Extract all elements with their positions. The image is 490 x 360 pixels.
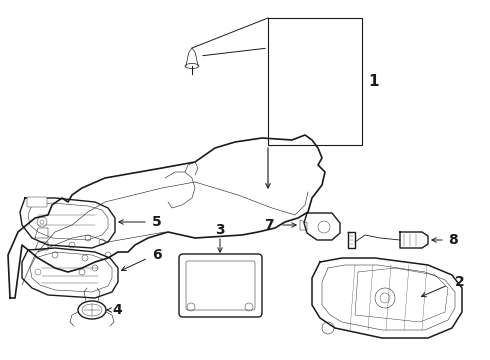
Polygon shape [312, 258, 462, 338]
Text: 4: 4 [112, 303, 122, 317]
Text: 3: 3 [215, 223, 225, 237]
Polygon shape [186, 48, 198, 66]
Text: 2: 2 [455, 275, 465, 289]
Polygon shape [300, 220, 307, 230]
Text: 1: 1 [368, 75, 378, 90]
Polygon shape [348, 232, 355, 248]
Polygon shape [20, 198, 115, 248]
FancyBboxPatch shape [179, 254, 262, 317]
Text: 5: 5 [152, 215, 162, 229]
FancyBboxPatch shape [27, 197, 47, 207]
Polygon shape [8, 135, 325, 298]
Polygon shape [35, 242, 48, 250]
Text: 6: 6 [152, 248, 162, 262]
Polygon shape [35, 228, 48, 238]
Ellipse shape [185, 63, 199, 68]
Ellipse shape [78, 301, 106, 319]
Polygon shape [22, 248, 118, 298]
Text: 8: 8 [448, 233, 458, 247]
Text: 7: 7 [265, 218, 274, 232]
Polygon shape [304, 213, 340, 240]
Polygon shape [400, 232, 428, 248]
